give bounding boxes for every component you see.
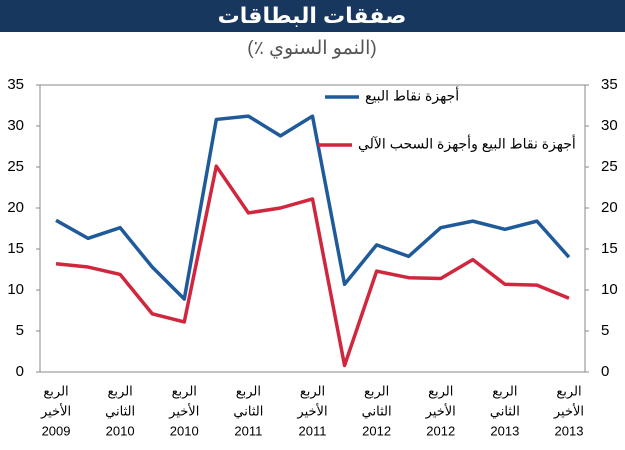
x-tick-label: 2009 (42, 423, 71, 438)
x-tick-label: الأخير (168, 402, 199, 419)
x-tick-label: الأخير (425, 402, 456, 419)
x-tick-label: الربع (172, 383, 197, 399)
chart-subtitle: (٪ النمو السنوي) (247, 38, 376, 59)
y2-tick-label: 5 (601, 322, 609, 339)
y-tick-label: 10 (7, 281, 24, 298)
x-tick-label: الأخير (40, 402, 71, 419)
x-tick-label: 2013 (555, 423, 584, 438)
data-line (55, 164, 570, 368)
x-tick-label: الربع (556, 383, 581, 399)
x-tick-label: الربع (364, 383, 389, 399)
legend-label: أجهزة نقاط البيع وأجهزة السحب الآلي (358, 135, 576, 153)
x-tick-label: 2010 (170, 423, 199, 438)
x-tick-label: الربع (300, 383, 325, 399)
y2-tick-label: 20 (601, 199, 618, 216)
x-tick-label: الربع (428, 383, 453, 399)
x-tick-label: 2011 (299, 423, 327, 438)
x-tick-label: 2012 (362, 423, 391, 438)
data-line (55, 114, 571, 301)
x-tick-label: الثاني (233, 403, 263, 418)
x-tick-label: الربع (43, 383, 68, 399)
x-tick-label: 2012 (426, 423, 455, 438)
x-tick-label: 2011 (234, 423, 262, 438)
y2-tick-label: 25 (601, 158, 618, 175)
y-tick-label: 30 (7, 117, 24, 134)
legend-label: أجهزة نقاط البيع (365, 87, 459, 105)
chart-title: صفقات البطاقات (218, 3, 407, 28)
y-tick-label: 35 (7, 76, 24, 93)
x-tick-label: الربع (236, 383, 261, 399)
y2-tick-label: 15 (601, 240, 618, 257)
y-tick-label: 5 (16, 322, 24, 339)
x-tick-label: 2010 (106, 423, 135, 438)
y-tick-label: 15 (7, 240, 24, 257)
y2-tick-label: 10 (601, 281, 618, 298)
title-bar (0, 0, 625, 32)
y2-tick-label: 0 (601, 363, 609, 380)
x-tick-label: الثاني (490, 403, 520, 418)
x-tick-label: الربع (492, 383, 517, 399)
x-tick-label: الأخير (553, 402, 584, 419)
y-tick-label: 25 (7, 158, 24, 175)
y-tick-label: 0 (16, 363, 24, 380)
plot-frame (39, 84, 586, 373)
y-tick-label: 20 (7, 199, 24, 216)
x-tick-label: الثاني (362, 403, 392, 418)
x-tick-label: 2013 (490, 423, 519, 438)
x-tick-label: الثاني (105, 403, 135, 418)
x-tick-label: الأخير (296, 402, 327, 419)
y2-tick-label: 35 (601, 76, 618, 93)
y2-tick-label: 30 (601, 117, 618, 134)
x-tick-label: الربع (107, 383, 132, 399)
